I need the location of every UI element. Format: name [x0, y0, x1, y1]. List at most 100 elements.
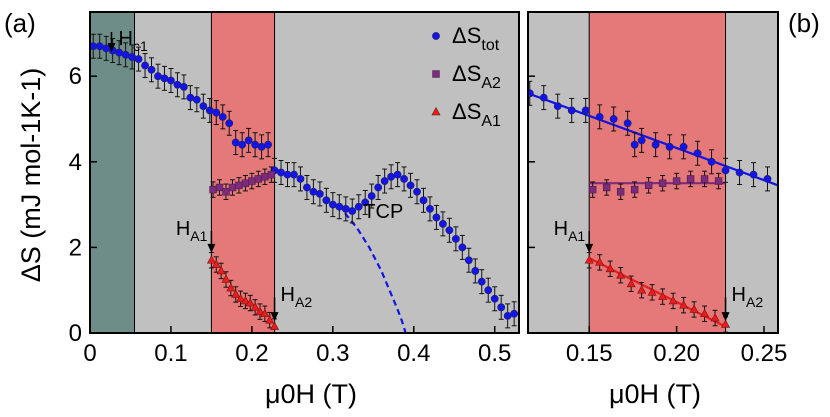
annotation-label: Hc1 — [119, 28, 148, 54]
data-point — [419, 196, 428, 205]
data-point — [226, 283, 236, 292]
data-point — [588, 185, 597, 194]
data-point — [672, 177, 681, 185]
plot-area — [90, 12, 519, 333]
x-tick-label: 0.1 — [154, 340, 187, 367]
data-point — [244, 136, 253, 145]
data-point — [637, 136, 646, 145]
data-point — [245, 298, 255, 307]
annotation-label: HA2 — [281, 284, 313, 310]
data-point — [315, 189, 324, 198]
data-point — [248, 177, 256, 185]
data-point — [192, 95, 201, 104]
y-tick-label: 0 — [69, 320, 82, 347]
data-point — [458, 243, 467, 252]
data-point — [361, 198, 370, 207]
legend: ΔStot ΔSA2 ΔSA1 — [431, 23, 501, 130]
data-point — [205, 106, 214, 115]
data-point — [668, 295, 678, 305]
data-point — [595, 112, 604, 121]
data-point — [154, 72, 162, 81]
phase-region-0 — [90, 12, 135, 333]
data-point — [581, 106, 590, 115]
series-0 — [90, 33, 519, 329]
data-point — [265, 315, 275, 324]
data-point — [510, 309, 519, 318]
y-tick-label: 4 — [69, 149, 82, 176]
data-point — [553, 102, 562, 111]
data-point — [380, 177, 389, 185]
data-point — [128, 53, 136, 61]
data-point — [700, 175, 709, 183]
data-point — [637, 285, 647, 294]
series-0 — [528, 80, 772, 192]
data-point — [605, 263, 615, 273]
data-point — [644, 181, 653, 190]
data-point — [251, 140, 260, 149]
data-point — [216, 265, 226, 275]
data-point — [503, 311, 512, 320]
x-tick-label: 0.15 — [566, 340, 613, 367]
data-point — [609, 115, 618, 123]
annotation-arrow-head — [721, 312, 730, 322]
data-point — [714, 177, 723, 185]
data-point — [147, 65, 156, 74]
y-tick-label: 6 — [69, 63, 82, 90]
panel-label: (b) — [788, 8, 820, 38]
plot-frame — [89, 11, 520, 334]
x-axis-label-b: μ0H (T) — [609, 379, 701, 409]
data-point — [209, 185, 217, 194]
data-point — [735, 168, 744, 177]
data-point — [658, 179, 667, 187]
data-point — [141, 61, 149, 70]
data-point — [464, 256, 473, 265]
x-tick-label: 0.25 — [741, 340, 788, 367]
data-point — [432, 213, 441, 222]
data-point — [225, 119, 234, 128]
data-point — [255, 306, 265, 315]
data-point — [199, 102, 208, 111]
data-point — [367, 192, 376, 200]
annotation-tcp: TCP — [363, 201, 403, 223]
data-point — [296, 175, 305, 183]
panel-label: (a) — [4, 8, 36, 38]
axis-titles: ΔS (mJ mol-1K-1) μ0H (T) μ0H (T) — [16, 68, 701, 409]
series-1 — [209, 166, 276, 200]
data-point — [260, 308, 270, 318]
data-point — [257, 142, 266, 151]
data-point — [679, 300, 689, 309]
data-point — [236, 293, 246, 303]
annotation-arrow-head — [585, 243, 594, 253]
data-point — [228, 183, 237, 192]
legend-label: ΔStot — [452, 23, 500, 54]
data-point — [602, 183, 611, 192]
data-point — [689, 304, 699, 313]
x-axis-label-a: μ0H (T) — [265, 379, 357, 409]
data-point — [647, 287, 657, 296]
legend-label: ΔSA2 — [452, 61, 501, 92]
data-point — [102, 44, 111, 53]
data-point — [121, 50, 130, 59]
legend-marker — [432, 70, 440, 78]
data-point — [528, 89, 534, 98]
data-point — [218, 112, 227, 121]
data-point — [623, 119, 632, 128]
data-point — [241, 179, 250, 187]
tcp-guide-line-0 — [344, 212, 407, 333]
data-point — [328, 200, 337, 209]
data-point — [309, 187, 318, 196]
data-point — [393, 170, 402, 179]
plot-background — [90, 12, 519, 333]
data-point — [374, 183, 383, 192]
data-point — [539, 93, 548, 102]
data-point — [254, 175, 263, 183]
data-point — [221, 274, 231, 283]
data-point — [595, 257, 605, 266]
data-point — [400, 175, 408, 183]
legend-marker — [431, 106, 441, 116]
data-point — [212, 108, 221, 117]
data-point — [215, 183, 224, 192]
data-point — [445, 226, 454, 235]
x-tick-label: 0.2 — [235, 340, 268, 367]
